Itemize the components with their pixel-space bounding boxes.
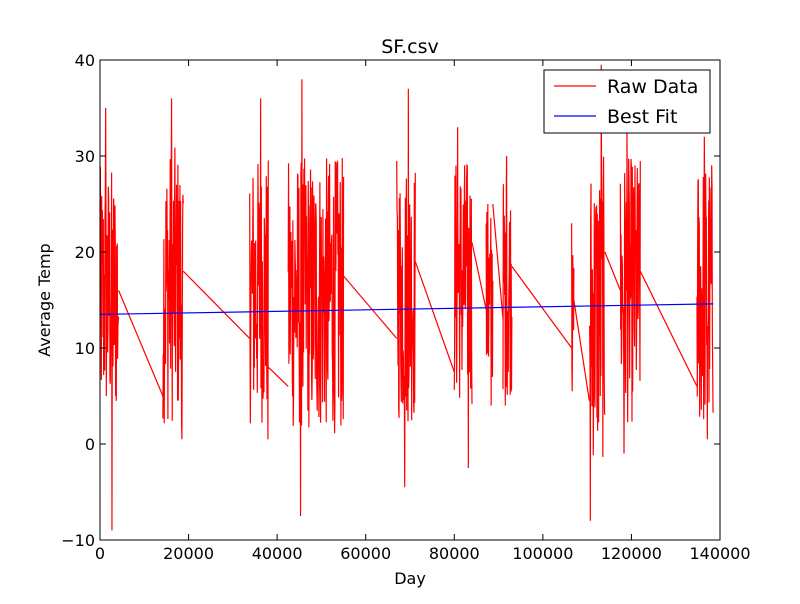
y-axis: −10 0 10 20 30 40 <box>61 51 720 550</box>
raw-data-connector <box>492 203 504 320</box>
raw-data-connector <box>604 251 621 291</box>
x-tick-label: 40000 <box>252 544 303 563</box>
series-raw-data <box>100 64 714 531</box>
raw-data-connector <box>267 366 289 387</box>
raw-data-block <box>619 127 641 454</box>
legend: Raw Data Best Fit <box>543 69 711 134</box>
x-axis: 0 20000 40000 60000 80000 100000 120000 140000 <box>95 60 751 563</box>
raw-data-block <box>162 98 184 440</box>
y-tick-label: 30 <box>75 147 95 166</box>
raw-data-connector <box>414 261 455 373</box>
y-tick-label: 20 <box>75 243 95 262</box>
legend-box <box>543 69 711 134</box>
x-axis-label: Day <box>394 569 426 588</box>
x-tick-label: 20000 <box>163 544 214 563</box>
best-fit-line <box>100 303 714 315</box>
raw-data-block <box>502 155 513 406</box>
y-axis-label: Average Temp <box>35 243 54 356</box>
x-tick-label: 60000 <box>340 544 391 563</box>
plot-series <box>100 64 714 531</box>
raw-data-connector <box>639 270 698 387</box>
chart-title: SF.csv <box>381 36 439 58</box>
x-tick-label: 120000 <box>601 544 662 563</box>
x-tick-label: 100000 <box>512 544 573 563</box>
raw-data-connector <box>343 275 398 339</box>
raw-data-connector <box>118 290 164 397</box>
raw-data-block <box>287 79 345 517</box>
plot-area-border <box>99 59 721 541</box>
raw-data-block <box>453 127 473 469</box>
raw-data-block <box>396 88 416 488</box>
x-tick-label: 80000 <box>429 544 480 563</box>
raw-data-block <box>588 64 606 521</box>
y-tick-label: −10 <box>61 531 95 550</box>
legend-label-best-fit: Best Fit <box>607 106 677 128</box>
raw-data-connector <box>471 242 487 310</box>
raw-data-block <box>485 203 494 406</box>
axes-frame <box>99 59 721 541</box>
x-tick-label: 140000 <box>689 544 750 563</box>
raw-data-block <box>571 223 575 392</box>
raw-data-block <box>696 136 714 440</box>
raw-data-connector <box>182 270 251 339</box>
y-tick-label: 40 <box>75 51 95 70</box>
y-tick-label: 10 <box>75 339 95 358</box>
legend-label-raw-data: Raw Data <box>607 76 698 98</box>
y-tick-label: 0 <box>85 435 95 454</box>
x-tick-label: 0 <box>95 544 105 563</box>
raw-data-connector <box>573 299 590 401</box>
raw-data-block <box>249 98 269 440</box>
